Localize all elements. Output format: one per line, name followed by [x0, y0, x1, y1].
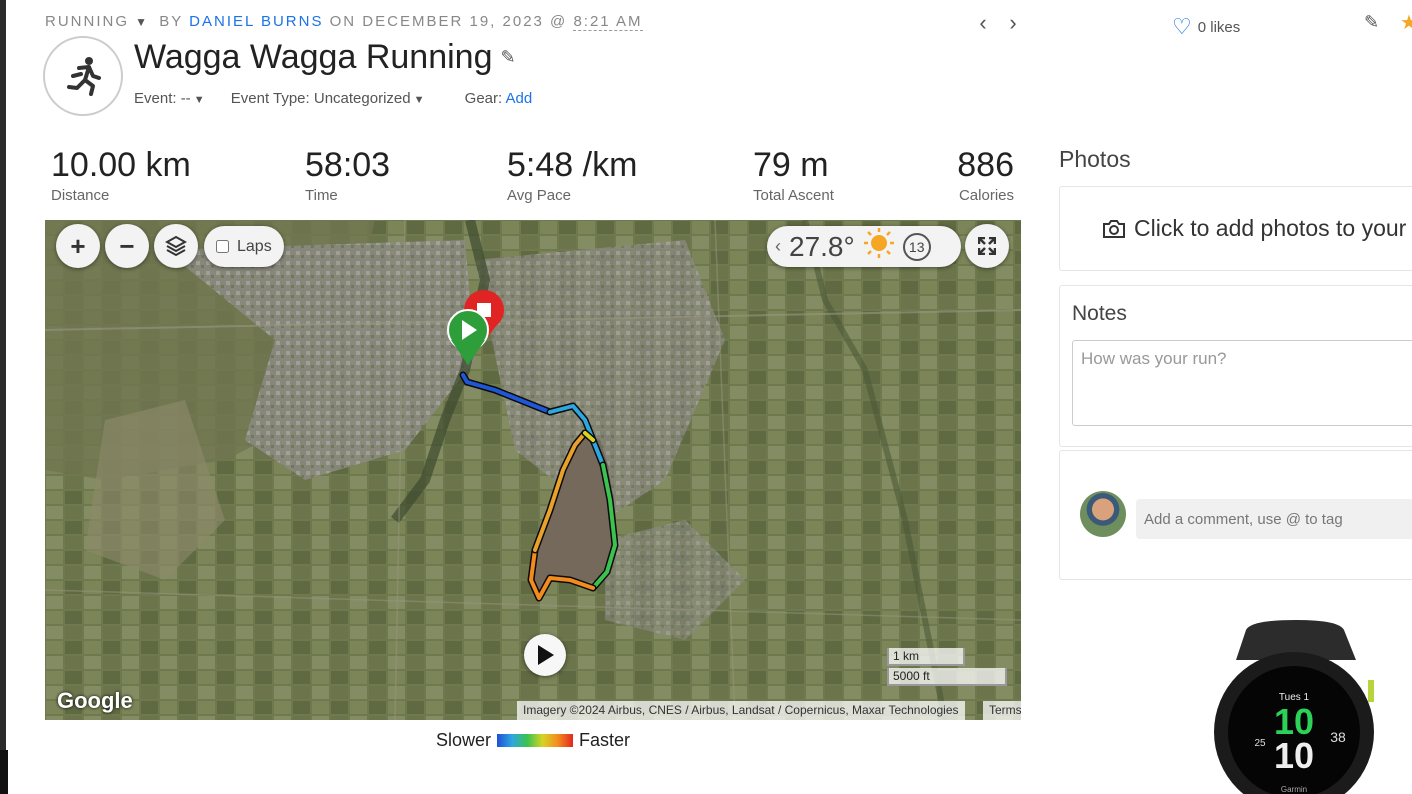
layers-icon [165, 235, 187, 257]
notes-heading: Notes [1072, 302, 1127, 325]
activity-title-row: Wagga Wagga Running ✎ [134, 38, 516, 77]
avatar [1080, 491, 1126, 537]
stat-value: 58:03 [305, 146, 391, 184]
stat-value: 79 m [753, 146, 829, 184]
notes-panel: Notes [1059, 285, 1412, 447]
add-photos-text: Click to add photos to your [1134, 215, 1407, 241]
activity-properties: Event: -- ▼ Event Type: Uncategorized ▼ Ge… [134, 90, 554, 107]
start-marker[interactable] [447, 309, 489, 365]
laps-label: Laps [237, 237, 272, 255]
map-attribution: Imagery ©2024 Airbus, CNES / Airbus, Lan… [517, 701, 965, 720]
activity-meta-line: RUNNING ▼ BY DANIEL BURNS ON DECEMBER 19… [45, 13, 643, 31]
scale-imperial: 5000 ft [887, 668, 1007, 686]
stat-label: Distance [51, 187, 110, 204]
camera-icon [1103, 219, 1125, 238]
stat-distance: 10.00 km Distance [51, 146, 191, 204]
pace-gradient [497, 734, 574, 747]
comments-panel [1059, 450, 1412, 580]
stat-total-ascent: 79 m Total Ascent [753, 146, 834, 204]
add-gear-link[interactable]: Add [505, 90, 533, 107]
stat-value: 10.00 km [51, 146, 191, 184]
activity-navigation: ‹ › [968, 10, 1028, 36]
favorite-star-icon[interactable]: ★ [1400, 12, 1412, 34]
satellite-imagery [45, 220, 1021, 720]
weather-widget: ‹ 27.8° 13 [767, 226, 961, 267]
left-window-edge-dark [0, 750, 8, 794]
map-layers-button[interactable] [154, 224, 198, 268]
device-image: Tues 1 10 10 25 38 Garmin [1206, 620, 1386, 794]
expand-icon [978, 237, 996, 255]
legend-faster: Faster [579, 730, 631, 750]
chevron-down-icon: ▼ [413, 94, 425, 106]
zoom-out-button[interactable]: − [105, 224, 149, 268]
laps-checkbox[interactable] [216, 240, 229, 253]
pace-legend: Slower Faster [436, 730, 630, 751]
stat-label: Time [305, 187, 338, 204]
stat-label: Total Ascent [753, 187, 834, 204]
activity-title[interactable]: Wagga Wagga Running [134, 38, 493, 76]
watch-brand: Garmin [1281, 785, 1307, 794]
terms-link[interactable]: Terms [983, 701, 1021, 720]
chevron-left-icon[interactable]: ‹ [775, 236, 781, 256]
date-label: ON DECEMBER 19, 2023 @ [329, 13, 568, 30]
wind-speed-icon: 13 [902, 232, 931, 261]
previous-activity-icon[interactable]: ‹ [979, 10, 987, 35]
left-window-edge [0, 0, 6, 794]
garmin-watch-illustration: Tues 1 10 10 25 38 Garmin [1214, 620, 1374, 794]
stat-label: Avg Pace [507, 187, 571, 204]
watch-minute: 10 [1274, 735, 1314, 776]
watch-right-value: 38 [1330, 729, 1346, 745]
sunny-icon [863, 227, 895, 266]
fullscreen-button[interactable] [965, 224, 1009, 268]
stat-value: 886 [957, 146, 1014, 184]
notes-field[interactable] [1072, 340, 1412, 426]
running-activity-icon [43, 36, 123, 116]
event-label: Event: -- [134, 90, 191, 107]
map-scale: 1 km 5000 ft [887, 648, 1007, 688]
watch-hour: 10 [1274, 701, 1314, 742]
stat-label: Calories [958, 187, 1014, 204]
laps-toggle[interactable]: Laps [204, 226, 284, 267]
chevron-down-icon: ▼ [193, 94, 205, 106]
temperature: 27.8° [789, 230, 855, 262]
zoom-in-button[interactable]: + [56, 224, 100, 268]
stat-value: 5:48 /km [507, 146, 638, 184]
stat-avg-pace: 5:48 /km Avg Pace [507, 146, 637, 204]
play-route-button[interactable] [524, 634, 566, 676]
edit-activity-icon[interactable]: ✎ [1364, 12, 1380, 32]
activity-type-dropdown-icon[interactable]: ▼ [135, 15, 150, 29]
stat-time: 58:03 Time [305, 146, 390, 204]
gear-field: Gear: Add [465, 90, 533, 107]
comment-input[interactable] [1136, 499, 1412, 539]
legend-slower: Slower [436, 730, 492, 750]
author-link[interactable]: DANIEL BURNS [189, 13, 324, 30]
stat-calories: 886 Calories [957, 146, 1014, 204]
event-type-label: Event Type: Uncategorized [230, 90, 411, 107]
watch-left-value: 25 [1254, 738, 1266, 749]
runner-icon [67, 57, 101, 96]
edit-title-icon[interactable]: ✎ [500, 47, 516, 67]
route-track [459, 371, 619, 602]
heart-icon: ♡ [1172, 14, 1192, 39]
activity-type[interactable]: RUNNING [45, 13, 129, 30]
play-icon [538, 645, 554, 665]
activity-map[interactable]: + − Laps ‹ 27.8° 13 Google 1 km 5000 ft … [45, 220, 1021, 720]
activity-time[interactable]: 8:21 AM [573, 13, 643, 31]
next-activity-icon[interactable]: › [1009, 10, 1017, 35]
likes-button[interactable]: ♡ 0 likes [1172, 16, 1240, 38]
watch-day: Tues 1 [1279, 692, 1310, 703]
scale-metric: 1 km [887, 648, 965, 666]
event-dropdown[interactable]: Event: -- ▼ [134, 90, 205, 107]
event-type-dropdown[interactable]: Event Type: Uncategorized ▼ [231, 90, 425, 107]
by-label: BY [159, 13, 183, 30]
likes-count: 0 likes [1197, 18, 1241, 36]
google-logo: Google [57, 688, 133, 713]
gear-label: Gear: [464, 90, 503, 107]
add-photos-button[interactable]: Click to add photos to your [1059, 186, 1412, 271]
photos-heading: Photos [1059, 146, 1131, 172]
